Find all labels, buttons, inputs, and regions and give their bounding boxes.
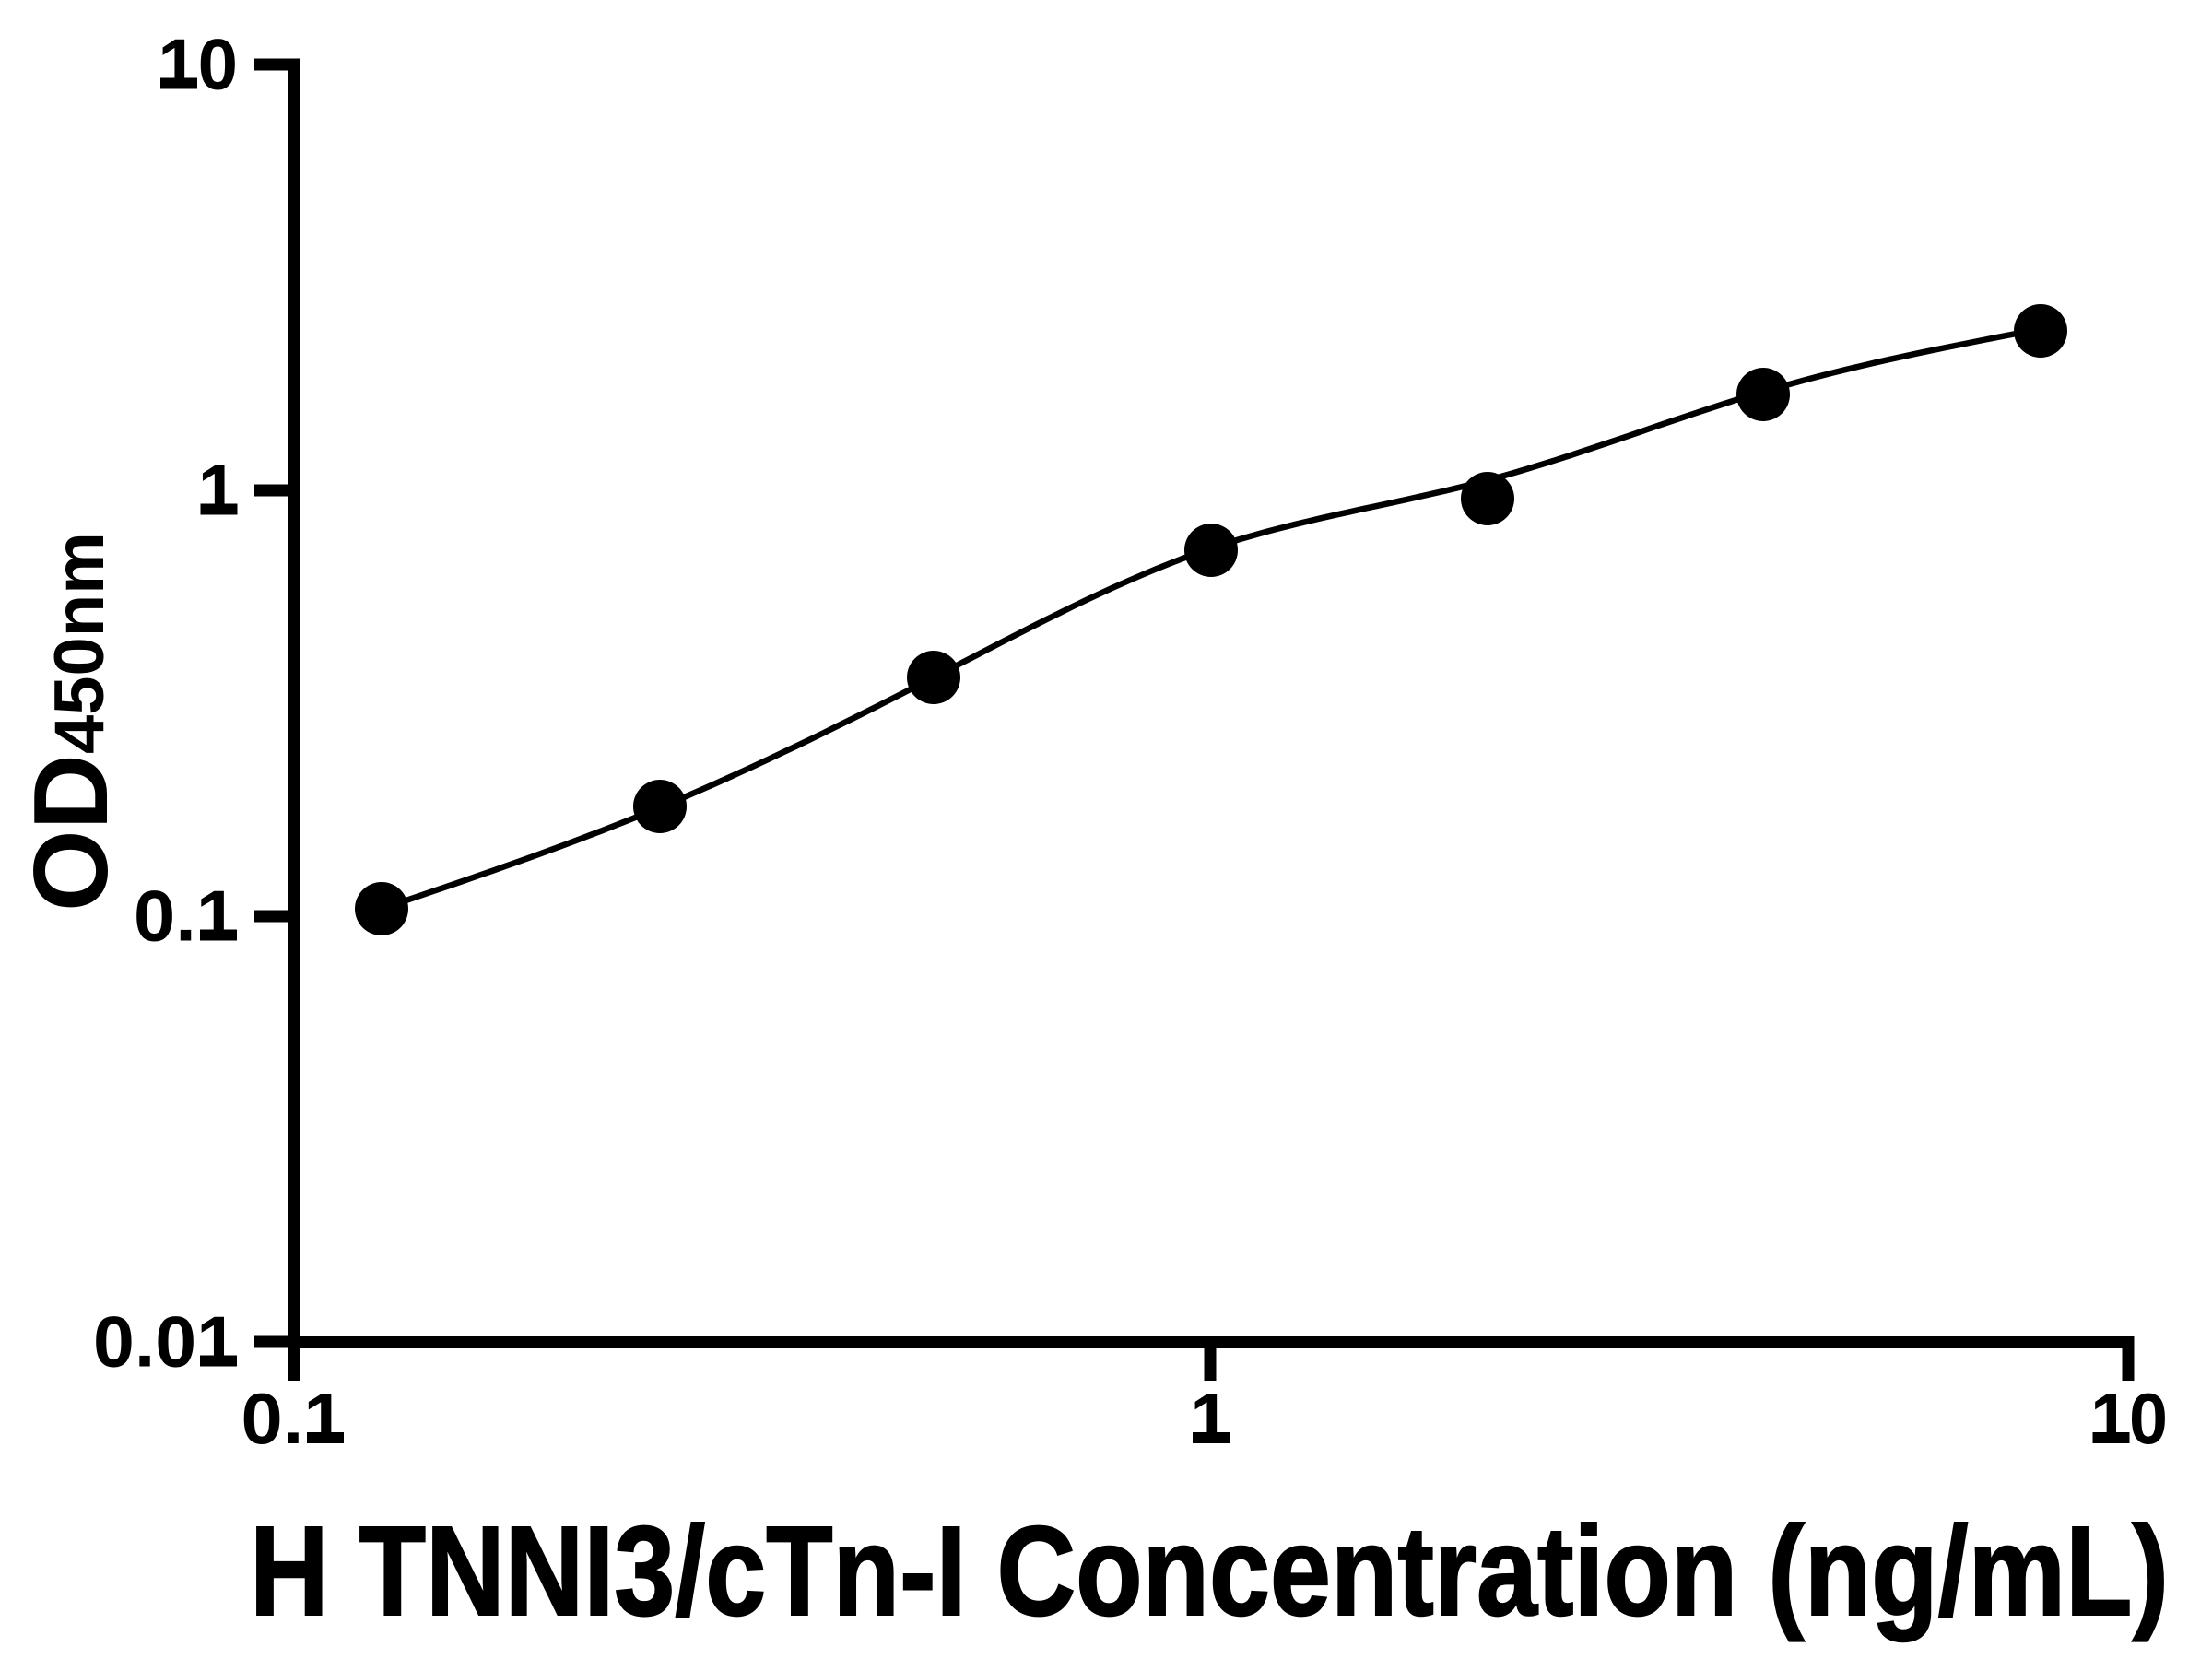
svg-text:1: 1 bbox=[1190, 1378, 1230, 1459]
svg-text:1: 1 bbox=[198, 450, 238, 531]
svg-text:0.1: 0.1 bbox=[134, 876, 238, 957]
svg-text:OD450nm: OD450nm bbox=[13, 532, 130, 912]
svg-text:0.1: 0.1 bbox=[241, 1378, 346, 1459]
svg-text:0.01: 0.01 bbox=[93, 1301, 238, 1382]
svg-text:10: 10 bbox=[2090, 1378, 2168, 1459]
svg-text:H TNNI3/cTn-I Concentration (n: H TNNI3/cTn-I Concentration (ng/mL) bbox=[250, 1500, 2169, 1642]
svg-text:10: 10 bbox=[158, 24, 238, 105]
